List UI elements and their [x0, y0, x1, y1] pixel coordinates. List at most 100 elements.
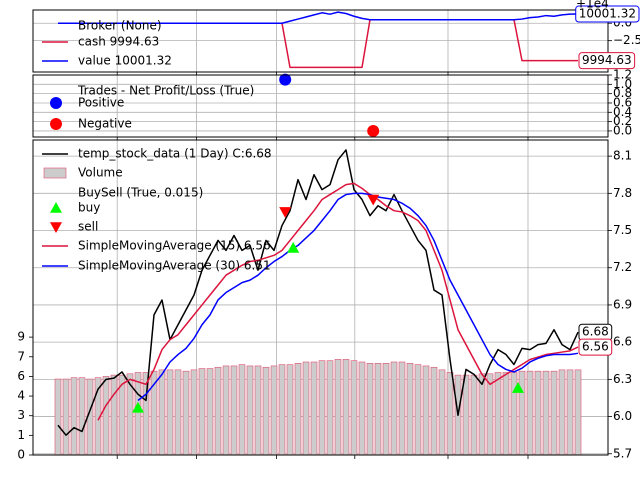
signal-marker — [287, 241, 300, 253]
volume-bar — [470, 374, 478, 456]
volume-bar — [110, 374, 118, 456]
volume-bar — [574, 369, 582, 456]
volume-bar — [558, 369, 566, 456]
volume-bar — [382, 363, 390, 456]
volume-bar — [526, 370, 534, 456]
volume-bar — [198, 368, 206, 456]
y-tick-label: −2.5 — [613, 33, 640, 47]
volume-bar — [502, 372, 510, 456]
volume-bar — [62, 378, 70, 456]
volume-bar — [390, 361, 398, 456]
last-value-label: 6.56 — [582, 340, 609, 354]
last-value-label: 9994.63 — [582, 53, 632, 67]
volume-bar — [406, 363, 414, 456]
volume-bar — [206, 368, 214, 456]
legend-label: Volume — [78, 166, 123, 180]
volume-bar — [342, 359, 350, 456]
volume-bar — [254, 365, 262, 456]
volume-bar — [446, 372, 454, 456]
volume-bar — [166, 369, 174, 456]
legend-title: BuySell (True, 0.015) — [78, 186, 203, 200]
legend-dot — [50, 118, 62, 130]
legend-marker — [50, 202, 62, 213]
volume-bar — [398, 361, 406, 456]
legend-title: Trades - Net Profit/Loss (True) — [77, 84, 254, 98]
legend-marker — [50, 222, 62, 233]
y-tick-label: 6.0 — [613, 409, 632, 423]
y2-tick-label: 7 — [17, 349, 25, 363]
volume-bar — [78, 377, 86, 456]
line-series — [58, 11, 579, 24]
volume-bar — [278, 364, 286, 456]
legend-label: SimpleMovingAverage (15) 6.56 — [78, 239, 271, 253]
scatter-point — [367, 124, 380, 137]
volume-bar — [238, 364, 246, 456]
y-tick-label: 8.1 — [613, 149, 632, 163]
y2-tick-label: 1 — [17, 428, 25, 442]
y2-tick-label: 4 — [17, 389, 25, 403]
volume-bar — [486, 373, 494, 456]
last-value-box — [578, 338, 613, 356]
panel-background — [33, 75, 608, 137]
y-tick-label: 6.9 — [613, 297, 632, 311]
signal-marker — [512, 382, 524, 393]
legend-patch — [43, 167, 67, 179]
last-value-label: 10001.32 — [579, 7, 636, 21]
volume-bar — [326, 360, 334, 456]
y-tick-label: 6.3 — [613, 372, 632, 386]
volume-bar — [294, 363, 302, 456]
y2-tick-label: 3 — [17, 408, 25, 422]
panel-frame — [32, 74, 609, 138]
volume-bar — [366, 363, 374, 456]
y2-tick-label: 9 — [17, 330, 25, 344]
volume-bar — [414, 364, 422, 456]
y-tick-label: 7.5 — [613, 223, 632, 237]
panel-frame — [32, 9, 609, 73]
y2-tick-label: 6 — [17, 369, 25, 383]
y-tick-label: 1.0 — [613, 77, 632, 91]
y2-tick-label: 0 — [17, 448, 25, 462]
volume-bar — [102, 376, 110, 456]
volume-bar — [182, 370, 190, 456]
y-tick-label: 6.6 — [613, 335, 632, 349]
volume-bar — [158, 369, 166, 456]
volume-bar — [358, 361, 366, 456]
volume-bar — [542, 370, 550, 456]
volume-bar — [214, 366, 222, 456]
y-tick-label: 7.2 — [613, 260, 632, 274]
y-tick-label: 0.6 — [613, 95, 632, 109]
line-series — [137, 192, 579, 402]
last-value-box — [575, 5, 640, 23]
volume-bar — [438, 369, 446, 456]
volume-bar — [550, 370, 558, 456]
volume-bar — [318, 360, 326, 456]
scatter-point — [279, 73, 292, 86]
volume-bar — [518, 370, 526, 456]
volume-bar — [270, 365, 278, 456]
volume-bar — [174, 369, 182, 456]
last-value-label: 6.68 — [582, 325, 609, 339]
volume-bar — [302, 361, 310, 456]
volume-bar — [310, 361, 318, 456]
y-tick-label: 1.2 — [613, 68, 632, 82]
volume-bar — [350, 360, 358, 456]
y-tick-label: 7.8 — [613, 186, 632, 200]
line-series — [97, 182, 579, 421]
legend-label: sell — [78, 220, 98, 234]
line-series — [57, 149, 579, 436]
volume-bar — [430, 366, 438, 456]
volume-bar — [222, 365, 230, 456]
legend-title: Broker (None) — [78, 19, 162, 33]
volume-bar — [374, 363, 382, 456]
panel-frame — [32, 139, 609, 456]
legend-label: Negative — [78, 117, 132, 131]
legend-dot — [50, 97, 62, 109]
y-tick-label: 0.0 — [613, 123, 632, 137]
volume-bar — [534, 370, 542, 456]
legend-label: buy — [78, 201, 100, 215]
legend-label: value 10001.32 — [78, 54, 172, 68]
signal-marker — [279, 207, 292, 218]
axis-offset-label: +1e4 — [576, 0, 609, 11]
y-tick-label: 0.2 — [613, 114, 632, 128]
